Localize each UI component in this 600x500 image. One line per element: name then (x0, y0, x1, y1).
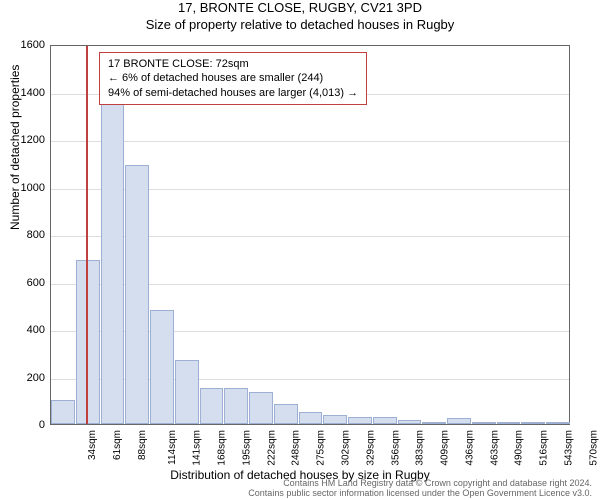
histogram-bar (521, 422, 545, 424)
chart-container: 17, BRONTE CLOSE, RUGBY, CV21 3PD Size o… (0, 0, 600, 500)
x-tick-label: 436sqm (464, 430, 475, 466)
chart-subtitle: Size of property relative to detached ho… (0, 17, 600, 32)
histogram-bar (150, 310, 174, 424)
annotation-box: 17 BRONTE CLOSE: 72sqm← 6% of detached h… (99, 52, 367, 105)
x-tick-label: 463sqm (489, 430, 500, 466)
histogram-bar (497, 422, 521, 424)
y-tick-label: 0 (39, 419, 45, 431)
x-tick-label: 409sqm (440, 430, 451, 466)
x-tick-label: 329sqm (365, 430, 376, 466)
annotation-line1: 17 BRONTE CLOSE: 72sqm (108, 57, 358, 71)
histogram-bar (546, 422, 570, 424)
annotation-line3: 94% of semi-detached houses are larger (… (108, 86, 358, 100)
histogram-bar (274, 404, 298, 424)
footer-attribution: Contains HM Land Registry data © Crown c… (0, 478, 592, 498)
y-tick-label: 200 (27, 372, 45, 384)
histogram-bar (472, 422, 496, 424)
marker-line (86, 46, 88, 424)
histogram-bar (348, 417, 372, 424)
histogram-bar (51, 400, 75, 424)
y-tick-label: 800 (27, 229, 45, 241)
histogram-bar (125, 165, 149, 424)
x-tick-label: 570sqm (588, 430, 599, 466)
histogram-bar (101, 92, 125, 425)
histogram-bar (373, 417, 397, 424)
histogram-bar (249, 392, 273, 424)
histogram-bar (224, 388, 248, 424)
histogram-bar (398, 420, 422, 424)
x-tick-label: 34sqm (87, 430, 98, 460)
chart-title: 17, BRONTE CLOSE, RUGBY, CV21 3PD (0, 0, 600, 15)
y-tick-label: 1600 (21, 39, 45, 51)
x-tick-label: 543sqm (563, 430, 574, 466)
x-tick-label: 383sqm (415, 430, 426, 466)
x-tick-label: 114sqm (167, 430, 178, 465)
x-tick-label: 195sqm (242, 430, 253, 466)
histogram-bar (200, 388, 224, 424)
x-tick-label: 490sqm (514, 430, 525, 466)
chart-plot-area: 17 BRONTE CLOSE: 72sqm← 6% of detached h… (50, 45, 570, 425)
y-tick-label: 400 (27, 324, 45, 336)
histogram-bar (447, 418, 471, 424)
annotation-line2: ← 6% of detached houses are smaller (244… (108, 71, 358, 85)
x-tick-label: 141sqm (192, 430, 203, 466)
histogram-bar (299, 412, 323, 424)
histogram-bar (323, 415, 347, 425)
x-tick-label: 168sqm (217, 430, 228, 466)
x-tick-label: 222sqm (266, 430, 277, 466)
y-tick-label: 600 (27, 277, 45, 289)
x-tick-label: 248sqm (291, 430, 302, 466)
footer-line2: Contains public sector information licen… (0, 488, 592, 498)
x-tick-label: 302sqm (341, 430, 352, 466)
x-tick-label: 516sqm (539, 430, 550, 466)
x-tick-label: 275sqm (316, 430, 327, 466)
histogram-bar (175, 360, 199, 424)
footer-line1: Contains HM Land Registry data © Crown c… (0, 478, 592, 488)
histogram-bar (422, 422, 446, 424)
x-tick-label: 61sqm (112, 430, 123, 460)
grid-line (51, 141, 569, 142)
y-tick-label: 1000 (21, 182, 45, 194)
x-tick-label: 88sqm (137, 430, 148, 460)
y-tick-label: 1200 (21, 134, 45, 146)
x-tick-label: 356sqm (390, 430, 401, 466)
y-tick-label: 1400 (21, 87, 45, 99)
